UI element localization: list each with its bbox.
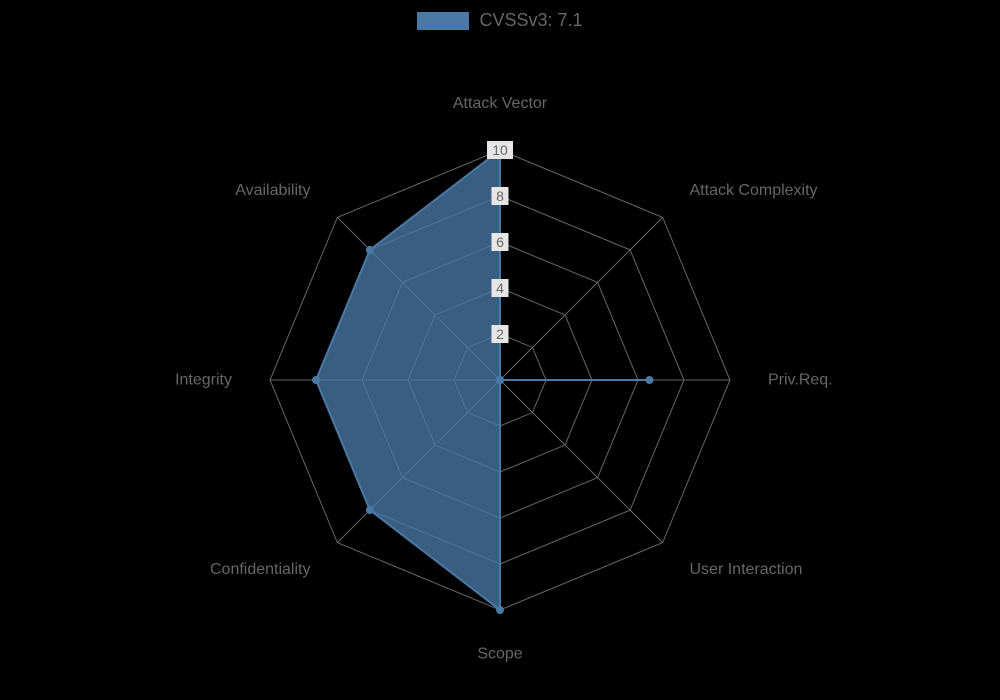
axis-label: Confidentiality (210, 561, 311, 578)
series-point (497, 607, 504, 614)
grid-spoke (500, 217, 663, 380)
tick-label: 4 (496, 280, 504, 296)
axis-label: Priv.Req. (768, 372, 833, 389)
series-point (646, 377, 653, 384)
radar-svg: 2 4 6 8 10 Attack Vector Attack Complexity Priv… (0, 0, 1000, 700)
axis-label: Attack Vector (453, 95, 548, 112)
legend-label: CVSSv3: 7.1 (479, 10, 582, 31)
grid-spoke (500, 380, 663, 543)
series-point (497, 377, 504, 384)
axis-label: Availability (235, 182, 310, 199)
series-point (366, 246, 373, 253)
radar-chart: CVSSv3: 7.1 2 4 6 8 10 Attack Vector Attack Co… (0, 0, 1000, 700)
axis-label: User Interaction (690, 561, 803, 578)
series-point (366, 507, 373, 514)
axis-label: Attack Complexity (690, 182, 818, 199)
tick-label: 8 (496, 188, 504, 204)
series-area (316, 150, 650, 610)
axis-label: Integrity (175, 372, 232, 389)
legend: CVSSv3: 7.1 (0, 10, 1000, 31)
series-point (313, 377, 320, 384)
tick-label: 6 (496, 234, 504, 250)
legend-swatch (417, 12, 469, 30)
tick-label: 10 (492, 142, 508, 158)
tick-label: 2 (496, 326, 504, 342)
axis-label: Scope (477, 645, 522, 662)
